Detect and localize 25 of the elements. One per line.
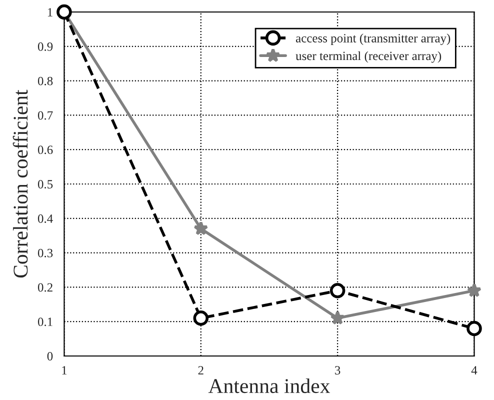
x-tick-label: 1	[62, 366, 67, 374]
point	[466, 320, 482, 336]
point	[194, 221, 208, 236]
point	[466, 283, 482, 298]
x-tick-label: 4	[471, 366, 478, 374]
point	[330, 283, 346, 298]
y-axis-title: Correlation coefficient	[12, 90, 28, 278]
y-tick-label: 0.7	[38, 111, 53, 120]
x-tick-label: 2	[198, 366, 204, 374]
y-tick-label: 0.1	[38, 318, 52, 326]
y-tick-label: 0.3	[38, 248, 53, 258]
point	[330, 310, 345, 325]
legend-label: user terminal (receiver array)	[296, 51, 442, 63]
y-tick-label: 0.6	[38, 146, 53, 154]
x-tick-label: 3	[335, 366, 340, 375]
x-axis-title: Antenna index	[208, 378, 330, 394]
y-tick-label: 0.9	[38, 42, 53, 51]
legend-label: access point (transmitter array)	[296, 34, 450, 46]
point	[193, 310, 209, 326]
y-tick-label: 1	[48, 8, 52, 16]
y-tick-label: 0.4	[38, 214, 53, 223]
y-tick-label: 0.2	[38, 283, 52, 292]
y-tick-label: 0.8	[38, 76, 53, 86]
y-tick-label: 0	[47, 352, 53, 360]
y-tick-label: 0.5	[38, 180, 53, 189]
